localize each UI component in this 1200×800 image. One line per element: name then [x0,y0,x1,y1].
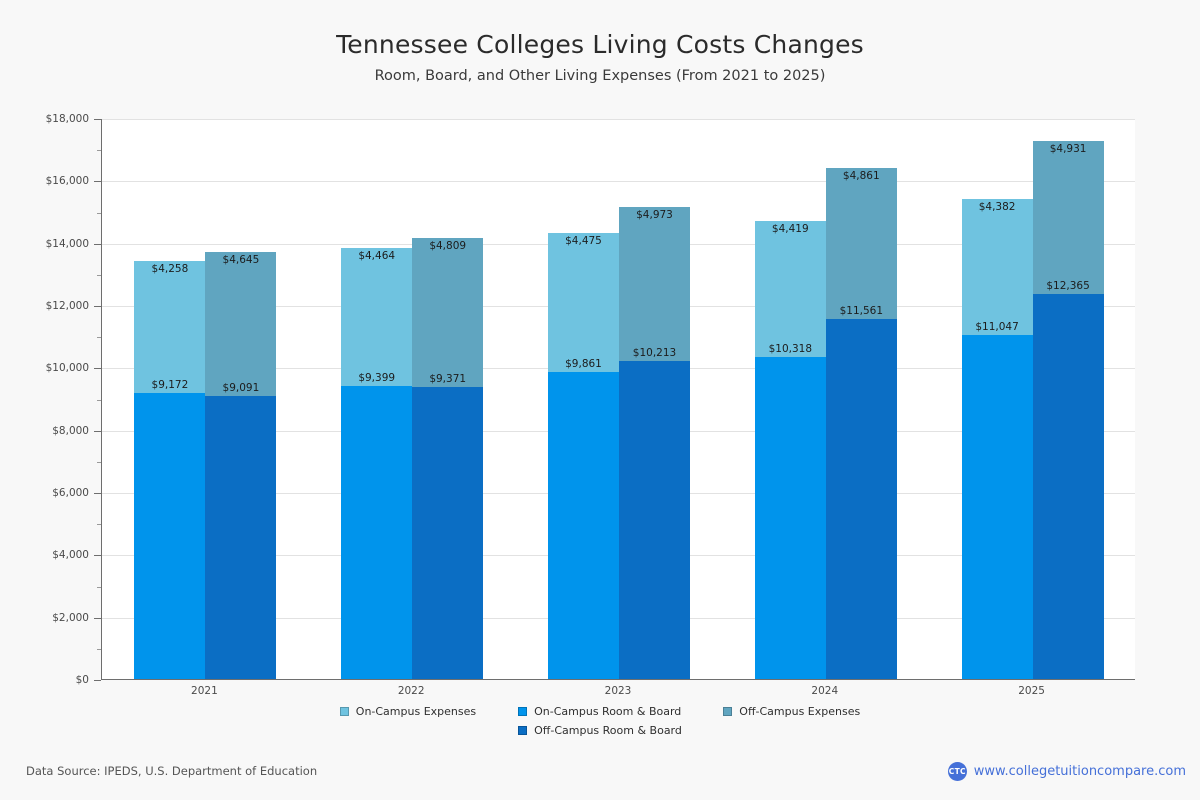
y-axis-tick-major [94,430,101,432]
plot-area: $9,172 $4,258 $9,091 $4,645 $9,399 $4,464 $9,3… [101,119,1135,680]
bar-off-campus-2023[interactable]: $10,213 $4,973 [619,205,690,679]
bar-segment-room-board[interactable] [205,395,277,679]
x-axis-tick-label: 2025 [1018,685,1045,697]
y-axis-tick-minor [97,461,101,463]
y-axis-tick-minor [97,586,101,588]
chart-header: Tennessee Colleges Living Costs Changes … [0,0,1200,84]
y-axis-tick-minor [97,648,101,650]
legend-label: Off-Campus Expenses [739,705,861,718]
gridline [102,119,1135,120]
bar-segment-room-board[interactable] [961,334,1033,679]
bar-segment-room-board[interactable] [825,318,897,679]
legend-label: Off-Campus Room & Board [534,724,682,737]
bar-segment-expenses[interactable] [961,198,1033,335]
bar-segment-expenses[interactable] [754,219,826,358]
y-axis-tick-minor [97,212,101,214]
chart-title: Tennessee Colleges Living Costs Changes [336,30,864,59]
gridline [102,181,1135,183]
x-axis-tick-label: 2022 [397,685,425,697]
y-axis-tick-major [94,306,101,307]
y-axis-tick-label: $18,000 [45,113,89,125]
bar-segment-expenses[interactable] [548,232,619,372]
y-axis-tick-label: $8,000 [52,424,89,437]
bar-segment-expenses[interactable] [341,246,413,387]
y-axis-tick-minor [97,274,101,276]
data-source-note: Data Source: IPEDS, U.S. Department of E… [26,764,318,778]
bar-off-campus-2025[interactable]: $12,365 $4,931 [1032,139,1104,679]
y-axis-tick-label: $12,000 [45,300,89,312]
bar-on-campus-2023[interactable]: $9,861 $4,475 [548,232,619,679]
y-axis-tick-label: $10,000 [45,362,89,375]
bar-segment-expenses[interactable] [205,250,277,396]
bar-segment-room-board[interactable] [619,360,690,679]
brand-footer[interactable]: CTC www.collegetuitioncompare.com [947,762,1186,781]
ctc-logo-icon: CTC [947,762,967,781]
legend-swatch-icon [518,707,528,716]
x-axis-tick-label: 2023 [604,685,632,697]
bar-segment-room-board[interactable] [1032,293,1104,679]
x-axis-tick-label: 2021 [191,685,218,697]
bar-on-campus-2024[interactable]: $10,318 $4,419 [754,219,826,679]
legend-item[interactable]: On-Campus Room & Board [518,701,681,720]
x-axis-tick-label: 2024 [811,685,839,697]
bar-segment-room-board[interactable] [412,386,484,679]
bar-segment-expenses[interactable] [134,260,206,394]
bar-segment-expenses[interactable] [619,205,690,361]
y-axis-tick-major [94,243,101,245]
brand-website-link[interactable]: www.collegetuitioncompare.com [973,764,1186,779]
chart-subtitle: Room, Board, and Other Living Expenses (… [374,68,826,84]
bar-off-campus-2022[interactable]: $9,371 $4,809 [412,237,484,679]
y-axis-tick-label: $16,000 [45,175,89,188]
y-axis-tick-minor [97,399,101,401]
y-axis-tick-major [94,617,101,619]
y-axis-tick-label: $0 [75,674,89,686]
legend-row: On-Campus Expenses On-Campus Room & Board… [0,701,1200,720]
y-axis-tick-minor [97,150,101,152]
bar-segment-room-board[interactable] [548,371,619,679]
bar-segment-room-board[interactable] [341,386,413,679]
bar-on-campus-2022[interactable]: $9,399 $4,464 [341,246,413,679]
bar-on-campus-2021[interactable]: $9,172 $4,258 [134,260,206,679]
bar-on-campus-2025[interactable]: $11,047 $4,382 [961,198,1033,679]
legend-row: Off-Campus Room & Board [0,720,1200,739]
legend-item[interactable]: Off-Campus Expenses [723,701,860,720]
bar-segment-expenses[interactable] [825,167,897,319]
y-axis-tick-major [94,555,101,557]
bar-segment-room-board[interactable] [134,393,206,679]
x-axis: 2021 2022 2023 2024 2025 [101,681,1135,705]
y-axis-tick-major [94,368,101,370]
y-axis-tick-minor [97,337,101,339]
y-axis-tick-label: $4,000 [52,549,89,562]
y-axis-tick-label: $6,000 [52,487,89,499]
bar-off-campus-2024[interactable]: $11,561 $4,861 [825,167,897,679]
y-axis-tick-major [94,181,101,183]
legend-swatch-icon [339,707,349,716]
y-axis-tick-label: $14,000 [45,237,89,250]
y-axis-tick-label: $2,000 [52,611,89,624]
bar-off-campus-2021[interactable]: $9,091 $4,645 [205,250,277,679]
bar-segment-expenses[interactable] [412,237,484,387]
y-axis-tick-minor [97,524,101,526]
legend-item[interactable]: Off-Campus Room & Board [518,720,682,739]
y-axis: $0 $2,000 $4,000 $6,000 $8,000 $10,000 $12,000… [0,113,101,686]
legend-swatch-icon [518,726,528,735]
legend-swatch-icon [723,707,733,716]
bar-segment-expenses[interactable] [1032,139,1104,294]
legend-label: On-Campus Room & Board [534,705,682,718]
legend-item[interactable]: On-Campus Expenses [339,701,477,720]
y-axis-tick-major [94,680,101,681]
legend-label: On-Campus Expenses [355,705,477,718]
y-axis-tick-major [94,119,101,120]
chart-legend: On-Campus Expenses On-Campus Room & Board… [0,701,1200,739]
bars-layer: $9,172 $4,258 $9,091 $4,645 $9,399 $4,464 $9,3… [102,119,1135,679]
y-axis-tick-major [94,493,101,494]
bar-segment-room-board[interactable] [754,357,826,679]
